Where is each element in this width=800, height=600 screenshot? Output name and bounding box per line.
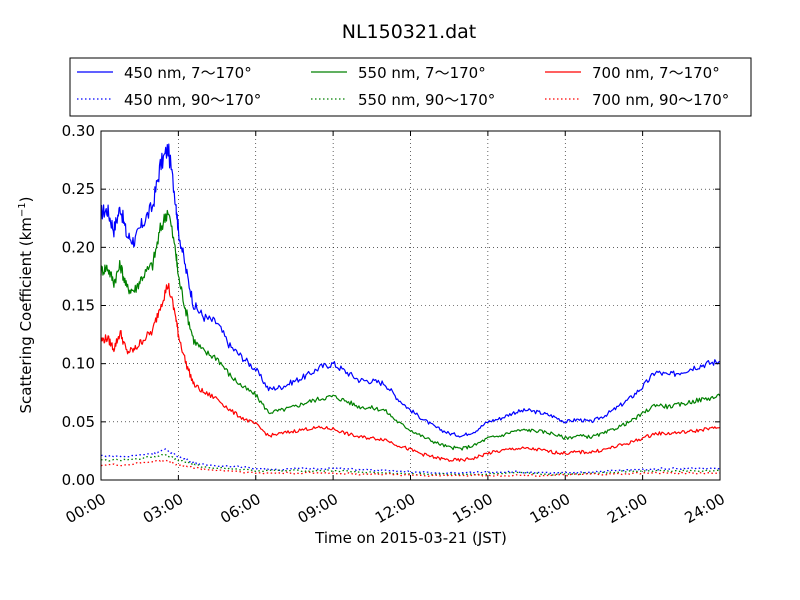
series-layer: [100, 143, 721, 477]
y-axis: 0.00 0.05 0.10 0.15 0.20 0.25 0.30: [62, 122, 720, 489]
y-tick-label: 0.10: [62, 355, 95, 373]
series-line: [100, 143, 721, 438]
series-line: [100, 282, 721, 462]
y-axis-label-superscript: −1: [17, 202, 28, 217]
legend-label: 550 nm, 90～170°: [358, 91, 495, 109]
y-tick-label: 0.30: [62, 122, 95, 140]
y-tick-label: 0.25: [62, 180, 95, 198]
y-axis-label-main: Scattering Coefficient (km: [17, 217, 35, 413]
x-axis-label: Time on 2015-03-21 (JST): [314, 529, 507, 547]
chart-title: NL150321.dat: [342, 21, 477, 43]
legend: 450 nm, 7～170° 550 nm, 7～170° 700 nm, 7～17…: [69, 57, 752, 117]
legend-label: 700 nm, 90～170°: [592, 91, 729, 109]
y-tick-label: 0.15: [62, 297, 95, 315]
y-tick-label: 0.00: [62, 471, 95, 489]
legend-label: 550 nm, 7～170°: [358, 64, 486, 82]
legend-label: 450 nm, 90～170°: [124, 91, 261, 109]
series-line: [101, 448, 721, 475]
y-axis-label: Scattering Coefficient (km−1): [17, 196, 35, 413]
y-axis-label-end: ): [17, 196, 35, 202]
legend-label: 700 nm, 7～170°: [592, 64, 720, 82]
y-tick-label: 0.05: [62, 413, 95, 431]
y-tick-label: 0.20: [62, 238, 95, 256]
series-line: [100, 209, 721, 451]
legend-label: 450 nm, 7～170°: [124, 64, 252, 82]
legend-frame: [69, 57, 752, 117]
